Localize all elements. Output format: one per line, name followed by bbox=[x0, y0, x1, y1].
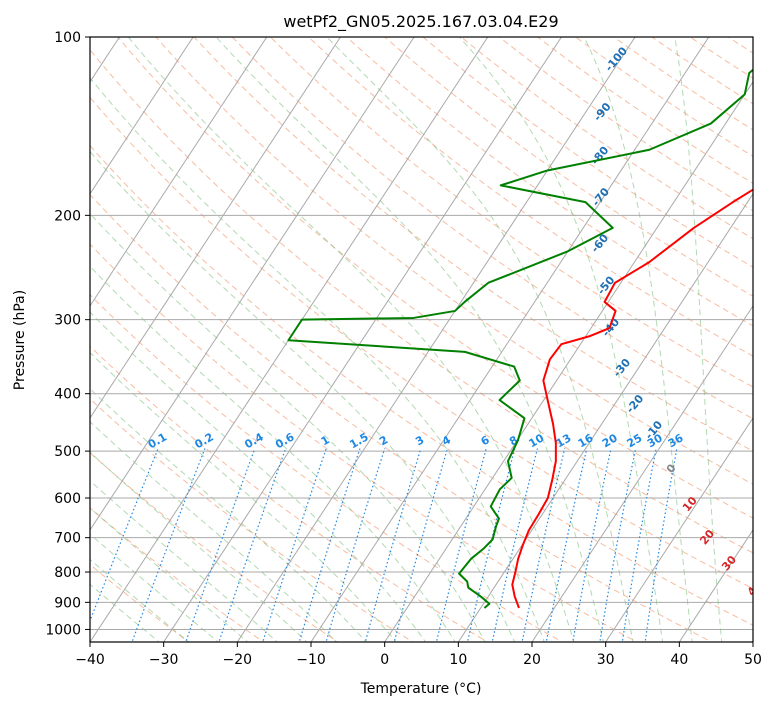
x-tick-label: 50 bbox=[744, 652, 762, 668]
dry-adiabat-line bbox=[117, 37, 753, 519]
y-tick-label: 900 bbox=[54, 595, 81, 611]
mixing-ratio-line bbox=[572, 448, 612, 642]
y-tick-label: 100 bbox=[54, 30, 81, 46]
mixing-ratio-line bbox=[491, 448, 539, 642]
x-tick-label: −10 bbox=[296, 652, 326, 668]
x-tick-label: −20 bbox=[223, 652, 253, 668]
isotherm-line bbox=[605, 417, 753, 642]
x-tick-label: 30 bbox=[597, 652, 615, 668]
y-tick-label: 500 bbox=[54, 444, 81, 460]
axes: −40 −30 −20 −10 0 10 20 30 40 50 100 200 300 400 500 60… bbox=[45, 30, 762, 668]
dry-adiabat-label: 40 bbox=[745, 578, 765, 598]
x-tick-label: 0 bbox=[380, 652, 389, 668]
dry-adiabat-line bbox=[90, 96, 753, 590]
mixing-ratio-line bbox=[621, 448, 657, 642]
y-tick-label: 700 bbox=[54, 531, 81, 547]
dry-adiabat-line bbox=[90, 398, 414, 642]
mixing-ratio-line bbox=[466, 448, 516, 642]
temperature-line bbox=[511, 188, 753, 609]
isotherm-line bbox=[90, 37, 194, 195]
mixing-ratio-line bbox=[364, 448, 422, 642]
isotherm-line bbox=[678, 529, 753, 642]
mixing-ratio-line bbox=[218, 448, 287, 642]
moist-adiabat-line bbox=[90, 150, 516, 642]
mixing-ratio-line bbox=[545, 448, 588, 642]
isotherm-line bbox=[384, 80, 753, 642]
x-tick-label: −30 bbox=[149, 652, 179, 668]
mixing-ratio-line bbox=[435, 448, 487, 642]
x-tick-label: −40 bbox=[75, 652, 105, 668]
moist-adiabat-line bbox=[90, 212, 486, 642]
mixing-ratio-line bbox=[131, 448, 206, 642]
dry-adiabat-line bbox=[345, 37, 753, 327]
mixing-ratio-line bbox=[521, 448, 566, 642]
x-axis-label: Temperature (°C) bbox=[360, 681, 482, 697]
isotherm-line bbox=[90, 37, 415, 531]
mixing-ratio-line bbox=[298, 448, 361, 642]
y-tick-label: 200 bbox=[54, 208, 81, 224]
dewpoint-line bbox=[287, 68, 753, 609]
y-tick-label: 300 bbox=[54, 313, 81, 329]
y-axis-label: Pressure (hPa) bbox=[12, 290, 28, 390]
isotherm-line bbox=[90, 37, 268, 307]
y-tick-label: 600 bbox=[54, 491, 81, 507]
mixing-ratio-line bbox=[262, 448, 327, 642]
mixing-ratio-line bbox=[185, 448, 256, 642]
mixing-ratio-line bbox=[644, 448, 678, 642]
x-tick-label: 10 bbox=[449, 652, 467, 668]
y-tick-label: 800 bbox=[54, 565, 81, 581]
mixing-ratio-line bbox=[325, 448, 386, 642]
dry-adiabat-line bbox=[90, 243, 639, 642]
dry-adiabat-line bbox=[90, 49, 753, 554]
isotherm-line bbox=[90, 37, 341, 419]
dry-adiabat-line bbox=[193, 37, 753, 452]
plot-frame bbox=[89, 36, 754, 643]
isotherm-line bbox=[163, 37, 562, 642]
x-tick-label: 40 bbox=[670, 652, 688, 668]
y-tick-label: 400 bbox=[54, 387, 81, 403]
mixing-ratio-line bbox=[599, 448, 637, 642]
isotherm-line bbox=[236, 37, 636, 642]
isotherm-line bbox=[531, 304, 753, 642]
x-tick-label: 20 bbox=[523, 652, 541, 668]
y-tick-label: 1000 bbox=[45, 622, 81, 638]
profile-series bbox=[287, 68, 753, 609]
dry-adiabat-line bbox=[155, 37, 753, 485]
isotherm-line bbox=[310, 37, 710, 642]
chart-title: wetPf2_GN05.2025.167.03.04.E29 bbox=[283, 12, 558, 32]
mixing-ratio-line bbox=[393, 448, 448, 642]
